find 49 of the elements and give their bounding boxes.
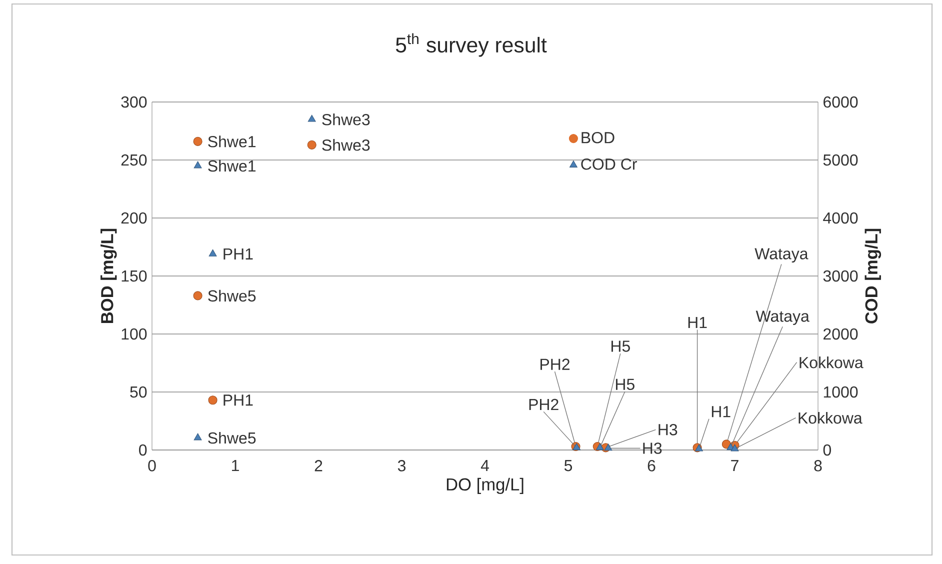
x-tick-label: 5 [564, 460, 572, 472]
legend-label: COD Cr [581, 158, 637, 170]
x-tick-label: 6 [648, 460, 656, 472]
chart-title: 5$^{th}$ survey result [396, 33, 547, 57]
x-tick-label: 1 [232, 460, 239, 472]
legend-label: BOD [582, 132, 614, 144]
y-tick-label: 100 [122, 328, 147, 340]
x-tick-label: 4 [480, 460, 489, 472]
data-label: Shwe5 [208, 432, 256, 444]
data-label: H3 [643, 442, 662, 454]
data-label: PH1 [224, 248, 253, 260]
data-label: Shwe3 [322, 139, 370, 151]
y-tick-label: 150 [122, 270, 147, 282]
data-label: H1 [712, 406, 730, 418]
data-label: PH2 [529, 398, 558, 410]
x-axis-title: DO [mg/L] [446, 478, 524, 494]
data-label: H5 [611, 340, 630, 352]
x-tick-label: 7 [731, 460, 738, 472]
y2-tick-label: 3000 [823, 270, 858, 282]
data-label: PH2 [540, 358, 570, 370]
y2-tick-label: 4000 [823, 212, 858, 224]
data-label: PH1 [224, 394, 253, 406]
data-label: Wataya [754, 248, 808, 263]
data-label: Kokkowa [798, 412, 862, 424]
x-tick-label: 8 [814, 460, 822, 472]
y2-axis-title: COD [mg/L] [864, 228, 882, 324]
y-tick-label: 250 [121, 154, 147, 166]
y2-tick-label: 0 [823, 444, 832, 456]
y2-tick-label: 2000 [824, 328, 858, 340]
data-label: Kokkowa [800, 356, 864, 368]
x-tick-label: 3 [398, 460, 406, 472]
data-label: Wataya [756, 310, 810, 326]
x-tick-label: 2 [314, 460, 322, 472]
y-tick-label: 300 [121, 96, 147, 108]
data-label: H1 [688, 317, 707, 328]
y2-tick-label: 5000 [823, 154, 858, 166]
y-tick-label: 200 [121, 212, 147, 224]
data-label: Shwe3 [322, 114, 370, 126]
y2-tick-label: 1000 [824, 386, 858, 398]
data-label: Shwe1 [208, 160, 256, 172]
x-tick-label: 0 [148, 460, 156, 472]
data-label: Shwe5 [208, 290, 256, 302]
y2-tick-label: 6000 [824, 96, 858, 108]
y-tick-label: 50 [130, 386, 147, 398]
y-tick-label: 0 [139, 444, 147, 456]
data-label: Shwe1 [208, 136, 256, 148]
data-label: H3 [658, 424, 678, 436]
y-axis-title: BOD [mg/L] [100, 228, 117, 323]
data-label: H5 [616, 378, 634, 390]
